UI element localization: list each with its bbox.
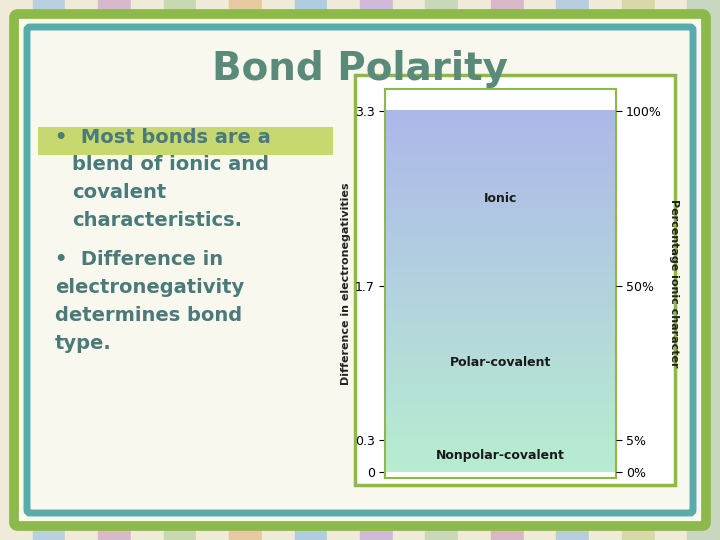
Bar bbox=[229, 0, 262, 540]
Text: Ionic: Ionic bbox=[484, 192, 517, 205]
Bar bbox=[66, 0, 98, 540]
FancyBboxPatch shape bbox=[14, 14, 706, 526]
Bar bbox=[523, 0, 557, 540]
Bar bbox=[328, 0, 360, 540]
Bar bbox=[197, 0, 229, 540]
Text: •  Difference in
electronegativity
determines bond
type.: • Difference in electronegativity determ… bbox=[55, 250, 244, 353]
Bar bbox=[589, 0, 622, 540]
Text: Polar-covalent: Polar-covalent bbox=[450, 356, 551, 369]
Bar bbox=[458, 0, 491, 540]
Bar bbox=[131, 0, 163, 540]
Text: •  Most bonds are a: • Most bonds are a bbox=[55, 128, 271, 147]
Text: Bond Polarity: Bond Polarity bbox=[212, 50, 508, 88]
Text: Nonpolar-covalent: Nonpolar-covalent bbox=[436, 449, 564, 462]
Text: blend of ionic and
covalent
characteristics.: blend of ionic and covalent characterist… bbox=[72, 155, 269, 230]
Bar bbox=[392, 0, 426, 540]
Bar bbox=[294, 0, 328, 540]
Bar bbox=[491, 0, 523, 540]
Bar bbox=[426, 0, 458, 540]
Bar bbox=[262, 0, 294, 540]
Bar bbox=[360, 0, 392, 540]
Bar bbox=[355, 75, 675, 485]
Bar bbox=[163, 0, 197, 540]
Bar bbox=[98, 0, 131, 540]
Bar bbox=[32, 0, 66, 540]
Bar bbox=[688, 0, 720, 540]
Bar bbox=[38, 127, 333, 155]
Y-axis label: Percentage ionic character: Percentage ionic character bbox=[669, 199, 678, 368]
Y-axis label: Difference in electronegativities: Difference in electronegativities bbox=[341, 183, 351, 384]
Bar bbox=[557, 0, 589, 540]
Bar bbox=[622, 0, 654, 540]
Bar bbox=[654, 0, 688, 540]
Bar bbox=[0, 0, 32, 540]
